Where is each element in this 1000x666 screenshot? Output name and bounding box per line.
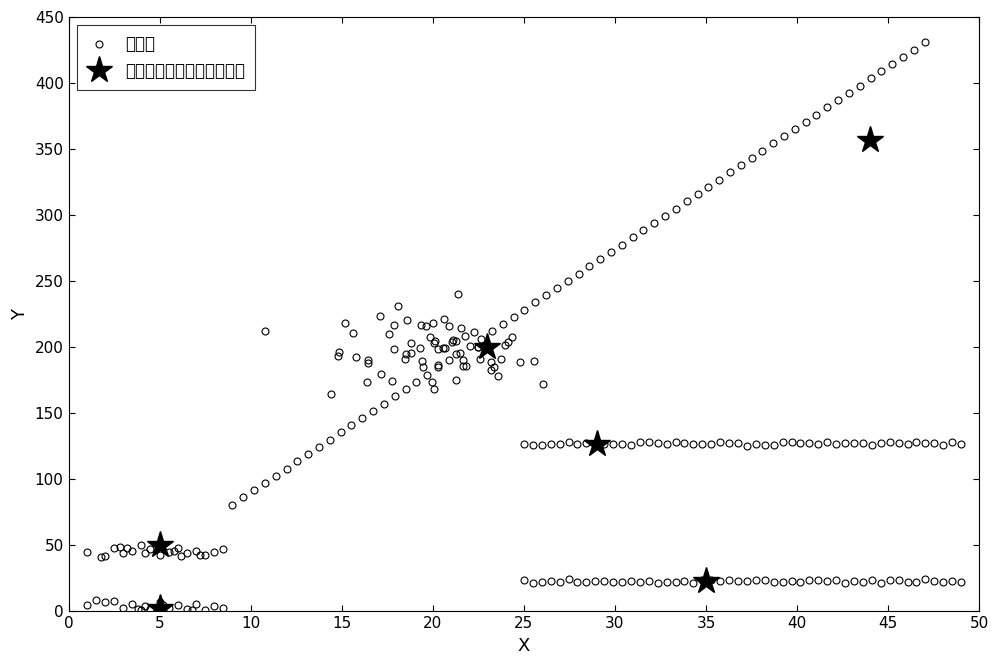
数据点 (955, 579, 967, 587)
本文方法选取的初始中心点 (154, 603, 166, 611)
数据点 (217, 545, 229, 553)
本文方法选取的初始中心点 (481, 343, 493, 351)
X-axis label: X: X (518, 637, 530, 655)
数据点 (643, 438, 655, 446)
数据点 (741, 577, 753, 585)
本文方法选取的初始中心点 (700, 577, 712, 585)
数据点 (135, 606, 147, 614)
Line: 本文方法选取的初始中心点: 本文方法选取的初始中心点 (146, 126, 884, 621)
本文方法选取的初始中心点 (591, 440, 603, 448)
数据点 (839, 579, 851, 587)
数据点 (919, 39, 931, 47)
数据点 (81, 601, 93, 609)
Y-axis label: Y: Y (11, 309, 29, 320)
数据点 (563, 438, 575, 446)
Legend: 数据点, 本文方法选取的初始中心点: 数据点, 本文方法选取的初始中心点 (77, 25, 255, 90)
本文方法选取的初始中心点 (864, 136, 876, 144)
本文方法选取的初始中心点 (154, 541, 166, 549)
数据点 (687, 440, 699, 448)
Line: 数据点: 数据点 (83, 39, 965, 613)
